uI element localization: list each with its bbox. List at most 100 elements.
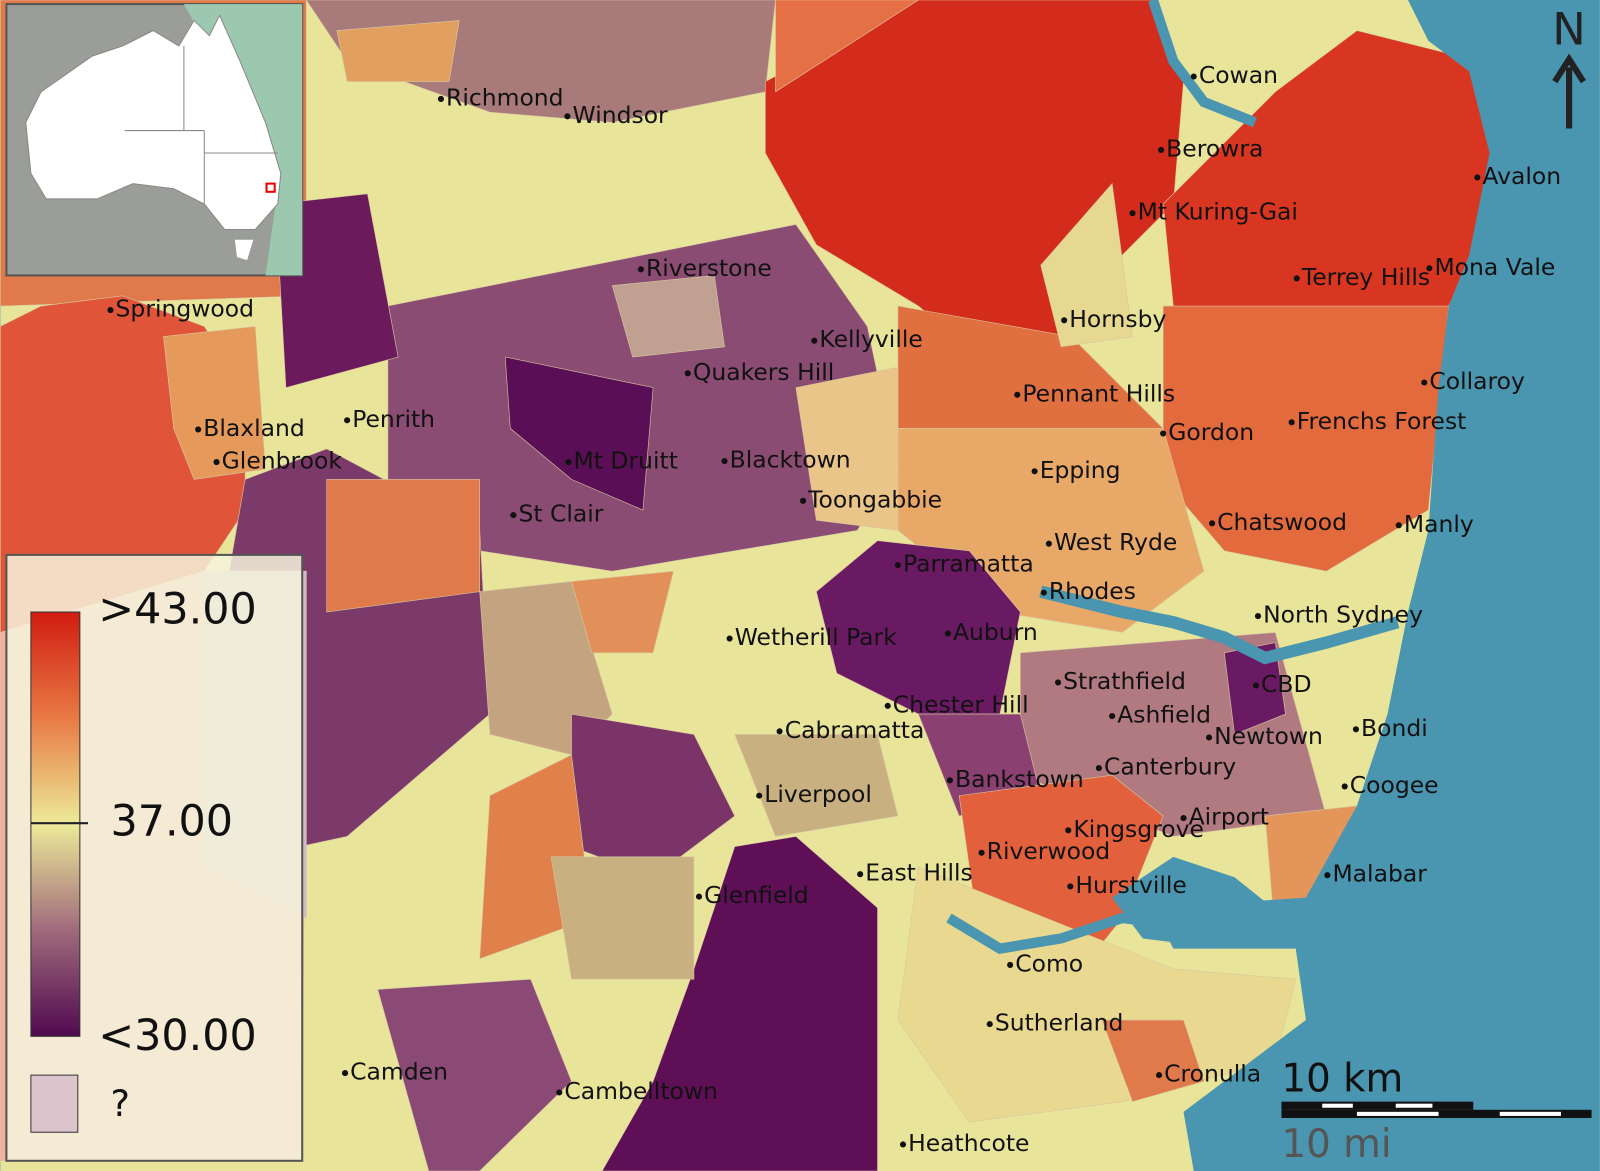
- place-label: Camden: [350, 1058, 448, 1086]
- place-dot: [776, 728, 783, 735]
- place-dot: [986, 1021, 993, 1028]
- place-labels: Richmond Windsor Riverstone Springwood Kelly…: [107, 61, 1561, 1157]
- region: [275, 193, 399, 389]
- region: [1223, 642, 1286, 735]
- place-label: Springwood: [116, 295, 254, 323]
- north-label: N: [1552, 3, 1586, 56]
- place-dot: [800, 497, 807, 504]
- place-label: Bankstown: [955, 765, 1084, 793]
- place-dot: [1129, 210, 1136, 217]
- inset-sea: [183, 4, 303, 276]
- place-dot: [213, 459, 220, 466]
- place-dot: [899, 1141, 907, 1148]
- place-dot: [1474, 174, 1481, 181]
- place-label: Riverstone: [646, 254, 772, 282]
- place-dot: [1095, 765, 1102, 772]
- legend-label: 37.00: [110, 797, 233, 847]
- place-label: Blaxland: [203, 414, 305, 442]
- place-dot: [1395, 522, 1402, 529]
- place-dot: [978, 849, 985, 856]
- region: [734, 734, 899, 837]
- legend-missing-swatch: [30, 1074, 79, 1133]
- region: [504, 356, 654, 511]
- inset-tasmania: [234, 239, 254, 261]
- place-label: West Ryde: [1054, 528, 1177, 556]
- region: [611, 275, 725, 358]
- place-dot: [884, 702, 891, 709]
- place-dot: [437, 95, 445, 103]
- place-label: Kellyville: [819, 325, 922, 353]
- scale-bar: 10 km 10 mi: [1281, 1057, 1592, 1167]
- place-dot: [1324, 872, 1331, 879]
- place-label: Cabramatta: [785, 716, 925, 744]
- scale-segment: [1322, 1103, 1353, 1108]
- place-dot: [1065, 827, 1072, 834]
- place-dot: [1421, 379, 1428, 386]
- place-dot: [1190, 73, 1197, 80]
- region: [377, 978, 572, 1171]
- place-label: Chester Hill: [893, 690, 1029, 718]
- place-label: Blacktown: [730, 446, 851, 474]
- place-dot: [946, 777, 954, 784]
- river: [1148, 0, 1257, 128]
- place-dot: [1352, 726, 1359, 733]
- place-dot: [1109, 713, 1116, 720]
- region: [795, 366, 899, 531]
- place-dot: [510, 512, 517, 519]
- place-label: CBD: [1261, 670, 1312, 698]
- place-label: Airport: [1189, 803, 1269, 831]
- place-label: Berowra: [1166, 134, 1263, 162]
- place-dot: [1209, 520, 1216, 527]
- place-dot: [344, 417, 351, 424]
- scale-km: 10 km: [1281, 1057, 1403, 1102]
- place-label: Glenbrook: [222, 447, 343, 475]
- place-label: Cambelltown: [564, 1077, 718, 1105]
- place-dot: [695, 893, 703, 900]
- place-dot: [1040, 589, 1047, 596]
- place-dot: [1067, 883, 1074, 890]
- place-label: Mt Kuring-Gai: [1138, 198, 1298, 226]
- place-dot: [721, 457, 728, 465]
- inset-marker: [265, 182, 276, 193]
- place-label: Cronulla: [1164, 1060, 1261, 1088]
- scale-mi: 10 mi: [1281, 1122, 1391, 1167]
- place-label: Strathfield: [1063, 667, 1186, 695]
- place-dot: [1205, 734, 1213, 741]
- place-label: Canterbury: [1104, 753, 1236, 781]
- water: [946, 0, 1600, 1171]
- place-dot: [565, 459, 572, 466]
- scale-segment: [1356, 1111, 1439, 1116]
- region: [163, 326, 266, 480]
- place-dot: [637, 266, 644, 273]
- north-arrow: N: [1552, 3, 1586, 129]
- place-label: Gordon: [1168, 418, 1254, 446]
- place-dot: [1254, 613, 1262, 620]
- scale-segment: [1395, 1103, 1433, 1108]
- place-label: Coogee: [1350, 771, 1439, 799]
- place-dot: [107, 307, 114, 314]
- legend: >43.00 37.00 <30.00 ?: [5, 553, 304, 1162]
- place-label: Hurstville: [1075, 871, 1186, 899]
- legend-label: <30.00: [98, 1011, 257, 1061]
- place-dot: [1014, 391, 1021, 398]
- place-label: Toongabbie: [807, 485, 942, 513]
- place-label: Pennant Hills: [1022, 379, 1175, 407]
- place-dot: [1045, 540, 1052, 547]
- place-label: Sutherland: [995, 1009, 1124, 1037]
- region: [1101, 1019, 1205, 1103]
- place-label: Mona Vale: [1434, 253, 1555, 281]
- place-label: Bondi: [1361, 714, 1428, 742]
- place-label: North Sydney: [1263, 601, 1423, 629]
- place-dot: [1055, 679, 1062, 686]
- place-dot: [1341, 783, 1348, 790]
- inset-borders: [124, 45, 278, 205]
- place-label: Avalon: [1482, 162, 1561, 190]
- place-label: Glenfield: [704, 881, 809, 909]
- place-dot: [1293, 275, 1300, 282]
- place-label: Auburn: [953, 618, 1038, 646]
- bay: [1112, 856, 1286, 949]
- north-head: [1552, 53, 1586, 84]
- region: [571, 570, 674, 654]
